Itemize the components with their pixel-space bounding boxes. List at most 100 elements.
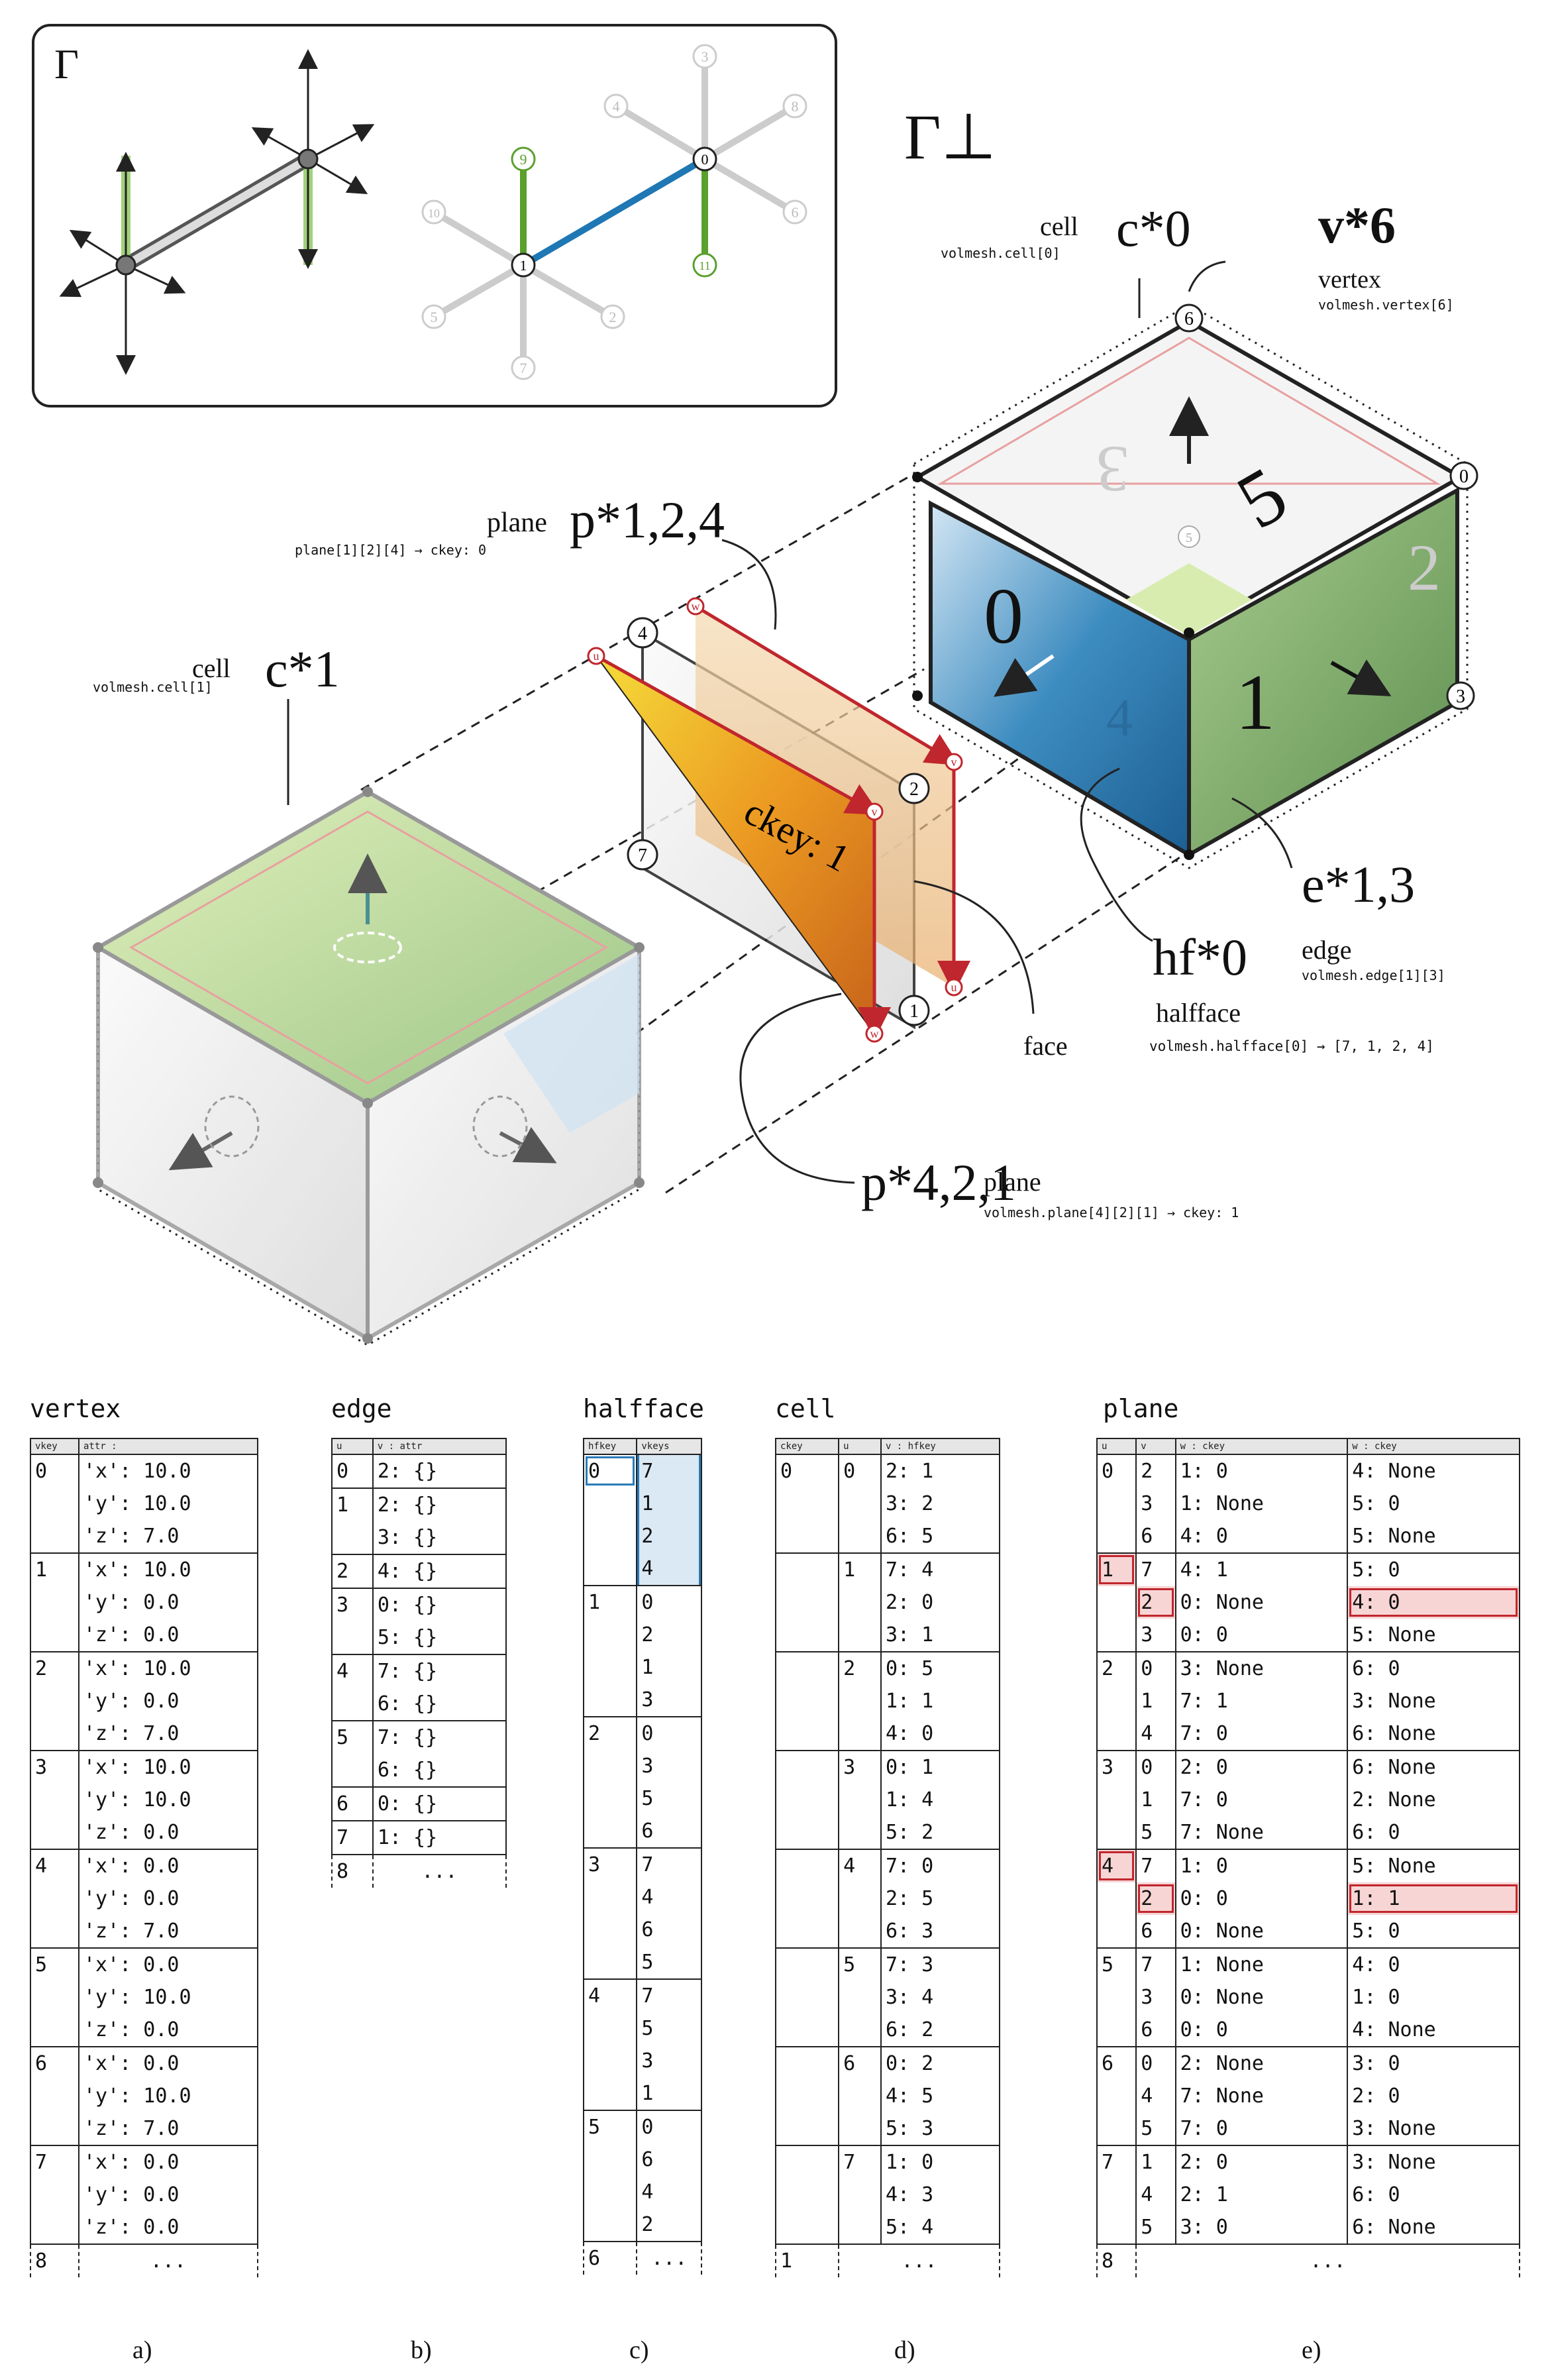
u-key: 2 (1096, 1651, 1137, 1685)
vkey-value: 6 (636, 1914, 702, 1946)
table-row: 0'x': 10.0 (30, 1454, 259, 1488)
w-ckey: 0: 0 (1174, 2014, 1349, 2047)
table-row: 'y': 10.0 (30, 1784, 259, 1816)
plane2-code: volmesh.plane[4][2][1] → ckey: 1 (984, 1205, 1239, 1220)
svg-text:3: 3 (1096, 433, 1129, 506)
table-row: 7 1: {} (331, 1820, 507, 1855)
halfface-symbol: hf*0 (1153, 928, 1247, 986)
u-key (838, 1784, 882, 1816)
plane2-word: plane (984, 1167, 1041, 1197)
w-ckey: 1: 1 (1347, 1882, 1520, 1915)
end-key: 1 (774, 2244, 840, 2277)
table-row: 'y': 10.0 (30, 2080, 259, 2112)
table-row: 3 (582, 2045, 702, 2077)
table-row: 1 7 4: 1 5: 0 (1096, 1552, 1520, 1586)
cell0-symbol: c*0 (1116, 199, 1191, 257)
u-key: 5 (331, 1720, 374, 1754)
svg-text:0: 0 (1459, 466, 1469, 487)
v-key: 5 (1135, 1816, 1176, 1849)
table-row: 5 (582, 1946, 702, 1979)
table-row: 6: 3 (774, 1915, 1001, 1948)
attr-value: 'z': 0.0 (78, 2211, 259, 2244)
svg-text:4: 4 (613, 98, 620, 115)
table-row: 2 0 3: None 6: 0 (1096, 1651, 1520, 1685)
svg-text:1: 1 (520, 257, 527, 274)
u-key (1096, 1619, 1137, 1652)
u-key: 5 (1096, 1947, 1137, 1981)
hfkey (582, 1815, 638, 1848)
vkey: 2 (30, 1651, 79, 1685)
halfface-code: volmesh.halfface[0] → [7, 1, 2, 4] (1149, 1038, 1434, 1054)
svg-text:4: 4 (638, 623, 647, 644)
column-header: attr : (78, 1438, 259, 1455)
plane1-symbol: p*1,2,4 (570, 491, 725, 549)
u-key: 4 (331, 1654, 374, 1688)
vkey-value: 3 (636, 1750, 702, 1782)
table-row: 'y': 10.0 (30, 1981, 259, 2014)
w-ckey: 6: None (1347, 2211, 1520, 2244)
vkey-value: 1 (636, 1651, 702, 1684)
halfface-table-title: halfface (583, 1394, 705, 1423)
ckey (774, 1685, 840, 1717)
vkey-value: 5 (636, 2012, 702, 2045)
v-hfkey: 2: 0 (880, 1586, 1001, 1619)
edge-table-title: edge (331, 1394, 392, 1423)
hfkey (582, 1488, 638, 1520)
svg-text:u: u (951, 981, 957, 994)
vkey (30, 1685, 79, 1717)
attr-value: 'x': 0.0 (78, 1947, 259, 1981)
w-ckey: 4: None (1347, 2014, 1520, 2047)
u-key (1096, 1685, 1137, 1717)
attr-value: 'y': 10.0 (78, 2080, 259, 2112)
table-row: 1: 1 (774, 1685, 1001, 1717)
table-row: 6 0: None 5: 0 (1096, 1915, 1520, 1948)
table-row: 4 7: 0 (774, 1849, 1001, 1882)
column-header: u (1096, 1438, 1137, 1455)
u-key: 3 (838, 1750, 882, 1784)
v-attr: 0: {} (372, 1588, 507, 1621)
attr-value: 'z': 7.0 (78, 2112, 259, 2145)
table-row: 3: 2 (774, 1488, 1001, 1520)
vkey-value: 3 (636, 2045, 702, 2077)
table-row: 5: 2 (774, 1816, 1001, 1849)
vkey (30, 1981, 79, 2014)
vkey-value: 1 (636, 2077, 702, 2110)
end-key: 8 (1096, 2244, 1137, 2277)
w-ckey: 5: 0 (1347, 1488, 1520, 1520)
table-row: 4'x': 0.0 (30, 1849, 259, 1882)
v-hfkey: 0: 2 (880, 2046, 1001, 2080)
table-row: 'z': 7.0 (30, 1717, 259, 1751)
table-row: 5 7: None 6: 0 (1096, 1816, 1520, 1849)
column-header: vkeys (636, 1438, 702, 1455)
column-header: v : attr (372, 1438, 507, 1455)
vkey (30, 2014, 79, 2047)
table-row: 'y': 0.0 (30, 1882, 259, 1915)
u-key (1096, 2179, 1137, 2211)
cell-c0-cube: 0 1 5 3 2 4 6 0 5 3 (912, 303, 1478, 869)
attr-value: 'y': 0.0 (78, 1685, 259, 1717)
cell-table-title: cell (775, 1394, 836, 1423)
vkey (30, 1619, 79, 1652)
cell-c1-cube (93, 786, 645, 1346)
table-row: 5 7: 0 3: None (1096, 2112, 1520, 2145)
gamma-planar-graph: 0 1 2 3 4 5 6 7 8 9 10 11 (421, 44, 807, 380)
hfkey (582, 1782, 638, 1815)
table-row: 'y': 10.0 (30, 1488, 259, 1520)
v-hfkey: 7: 0 (880, 1849, 1001, 1882)
u-key (838, 1882, 882, 1915)
v-key: 6 (1135, 1915, 1176, 1948)
u-key (1096, 1816, 1137, 1849)
u-key (1096, 1586, 1137, 1619)
u-key: 1 (1096, 1552, 1137, 1586)
plane1-word: plane (487, 508, 547, 538)
vkey-value: 0 (636, 1716, 702, 1750)
table-row: 2'x': 10.0 (30, 1651, 259, 1685)
svg-text:v: v (951, 755, 957, 769)
w-ckey: 7: None (1174, 1816, 1349, 1849)
svg-text:4: 4 (1106, 689, 1133, 747)
vkey-value: 2 (636, 1619, 702, 1651)
w-ckey: 1: None (1174, 1488, 1349, 1520)
